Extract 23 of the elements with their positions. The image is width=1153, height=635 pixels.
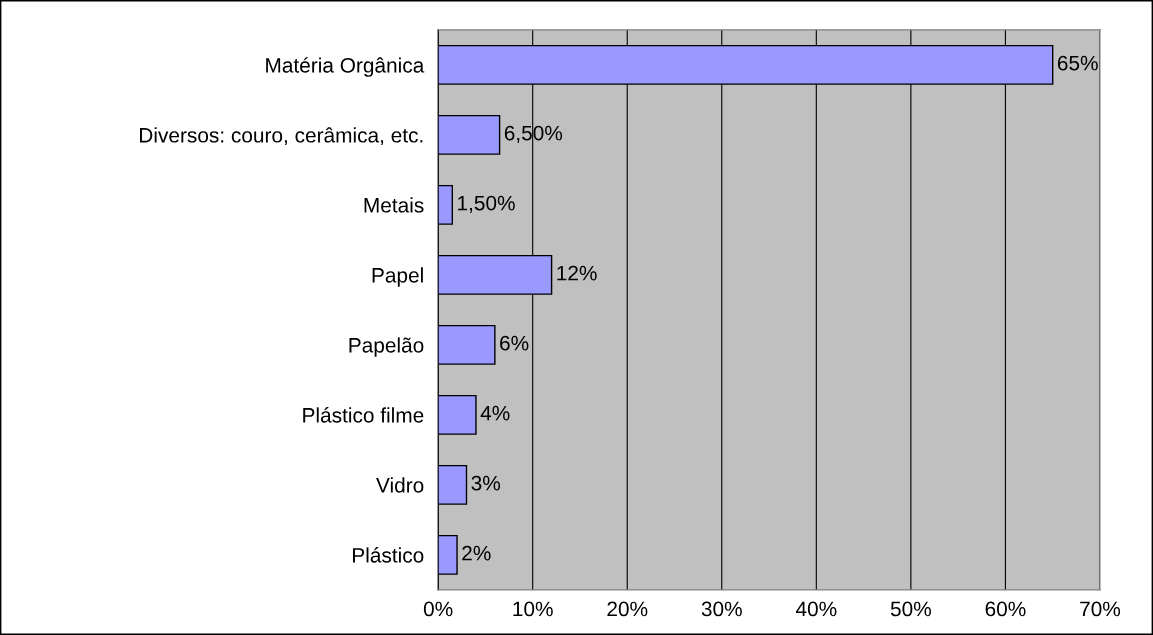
y-tick-label: Matéria Orgânica: [266, 57, 425, 77]
y-tick-label: Plástico filme: [303, 407, 424, 423]
y-tick-label: Metais: [364, 197, 424, 213]
y-tick-label: Papel: [372, 267, 423, 287]
data-label: 2%: [462, 545, 491, 561]
y-tick-label: Plástico: [353, 547, 424, 563]
data-label: 3%: [471, 475, 501, 491]
x-tick-label: 50%: [890, 601, 931, 617]
data-label: 1,50%: [458, 195, 515, 213]
data-label: 65%: [1057, 55, 1098, 71]
x-tick-label: 60%: [985, 601, 1026, 617]
y-tick-label: Papelão: [349, 337, 424, 357]
x-tick-label: 20%: [607, 601, 648, 617]
x-tick-label: 70%: [1080, 601, 1121, 617]
x-tick-label: 10%: [513, 601, 553, 617]
x-tick-label: 30%: [701, 601, 742, 617]
x-tick-label: 40%: [795, 601, 837, 617]
data-label: 6%: [500, 335, 529, 351]
y-tick-label: Diversos: couro, cerâmica, etc.: [140, 127, 423, 146]
data-label: 12%: [557, 265, 597, 281]
data-label: 4%: [480, 405, 510, 421]
y-tick-label: Vidro: [376, 477, 424, 493]
x-tick-label: 0%: [423, 601, 453, 617]
